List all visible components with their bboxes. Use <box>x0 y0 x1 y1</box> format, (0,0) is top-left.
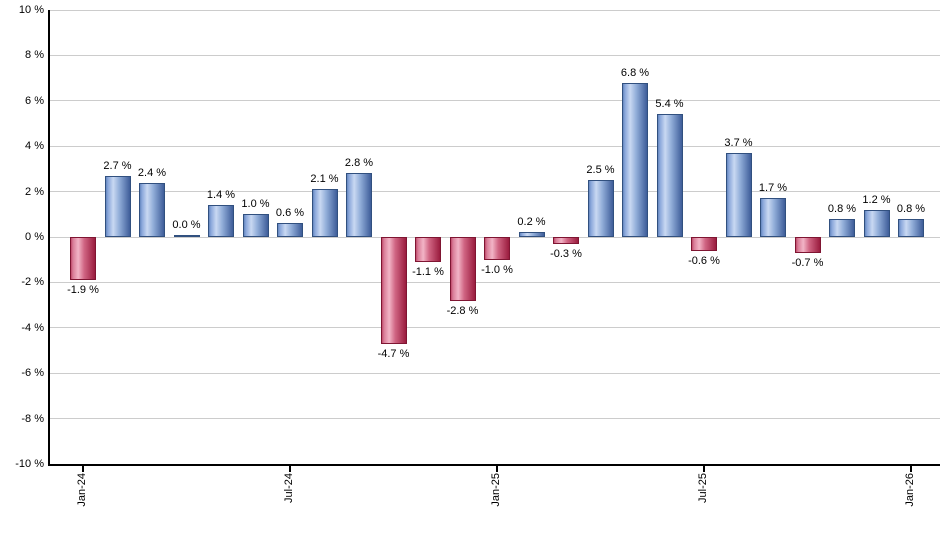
y-tick-label: 2 % <box>25 185 44 198</box>
y-tick-label: -10 % <box>15 458 44 470</box>
bar-value-label: 2.1 % <box>310 173 339 185</box>
bar-value-label: 2.4 % <box>137 167 167 179</box>
bar <box>104 176 131 237</box>
x-tick-label: Jul-25 <box>697 473 709 503</box>
plot-area: -1.9 % 2.7 % 2.4 % 0.0 % 1.4 % 1.0 % 0.6 % 2.1 … <box>48 9 940 507</box>
bar <box>484 237 510 260</box>
y-tick-label: 0 % <box>25 231 44 243</box>
bar <box>829 219 855 237</box>
bar-value-label: 0.0 % <box>172 219 201 231</box>
y-tick-label: 4 % <box>25 140 44 153</box>
bar <box>277 223 303 237</box>
bar-value-label: 2.7 % <box>103 160 132 172</box>
bar <box>760 198 786 237</box>
y-tick-label: -2 % <box>21 276 44 289</box>
grid-line <box>50 281 940 283</box>
bar-value-label: -0.3 % <box>550 248 582 260</box>
y-tick-label: -4 % <box>21 321 44 334</box>
bar <box>173 235 200 237</box>
y-tick-label: 10 % <box>18 4 44 16</box>
bar <box>794 237 821 253</box>
bar-value-label: -1.1 % <box>412 266 444 278</box>
bar-value-label: 5.4 % <box>655 98 684 110</box>
bar-value-label: 0.6 % <box>275 207 305 219</box>
bar-value-label: 0.8 % <box>896 203 926 215</box>
bar <box>139 183 165 237</box>
grid-line <box>50 100 940 102</box>
y-tick-label: -8 % <box>21 412 44 425</box>
bar-value-label: 6.8 % <box>620 67 650 79</box>
bar-value-label: 0.8 % <box>827 203 857 215</box>
bar-value-label: 1.2 % <box>862 194 891 206</box>
x-tick <box>289 464 291 472</box>
y-tick-label: 8 % <box>25 49 44 62</box>
bar <box>587 180 614 237</box>
bar <box>622 83 648 237</box>
grid-line <box>50 9 940 11</box>
x-tick <box>703 464 705 472</box>
bar <box>725 153 752 237</box>
x-tick-label: Jan-24 <box>76 473 88 507</box>
bar-value-label: -0.6 % <box>688 255 720 267</box>
x-tick-label: Jul-24 <box>283 473 295 503</box>
bar <box>311 189 338 237</box>
x-tick <box>496 464 498 472</box>
x-tick-label: Jan-25 <box>490 473 502 507</box>
bar <box>380 237 407 344</box>
y-tick-label: -6 % <box>21 367 44 380</box>
bar <box>242 214 269 237</box>
bar <box>691 237 717 251</box>
x-tick <box>82 464 84 472</box>
grid-line <box>50 54 940 56</box>
bar <box>863 210 890 237</box>
bar-value-label: 3.7 % <box>724 137 753 149</box>
bar <box>656 114 683 237</box>
grid-line <box>50 418 940 420</box>
grid-line <box>50 372 940 374</box>
bar-value-label: 2.8 % <box>344 157 374 169</box>
bar-value-label: 0.2 % <box>517 216 546 228</box>
bar-value-label: 1.7 % <box>758 182 788 194</box>
bar <box>449 237 476 301</box>
bar <box>518 232 545 237</box>
bar-value-label: -0.7 % <box>791 257 824 269</box>
grid-line <box>50 327 940 329</box>
bar-value-label: 1.4 % <box>206 189 236 201</box>
x-tick <box>910 464 912 472</box>
x-tick-label: Jan-26 <box>904 473 916 507</box>
bar-value-label: -4.7 % <box>377 348 410 360</box>
bar-value-label: 1.0 % <box>241 198 270 210</box>
bar-value-label: 2.5 % <box>586 164 615 176</box>
bar <box>70 237 96 280</box>
bar <box>208 205 234 237</box>
bar <box>898 219 924 237</box>
bar <box>553 237 579 244</box>
bar <box>346 173 372 237</box>
grid-line <box>50 191 940 193</box>
bar-value-label: -2.8 % <box>446 305 479 317</box>
bar <box>415 237 441 262</box>
y-tick-label: 6 % <box>25 94 44 107</box>
bar-value-label: -1.0 % <box>481 264 513 276</box>
bar-value-label: -1.9 % <box>67 284 99 296</box>
grid-line <box>50 145 940 147</box>
